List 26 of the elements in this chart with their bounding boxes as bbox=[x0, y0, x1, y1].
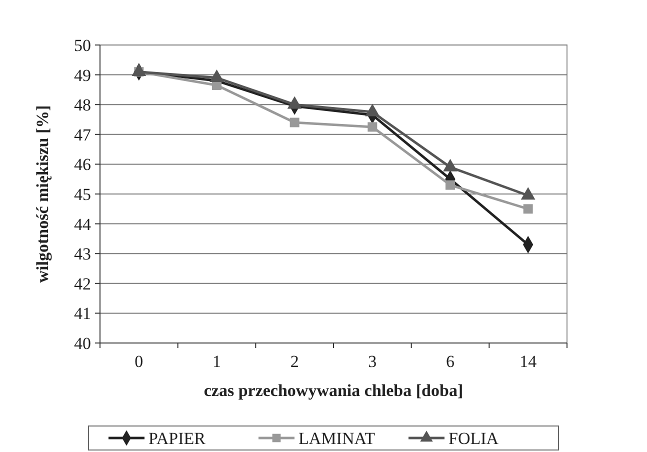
y-tick-label: 41 bbox=[74, 304, 91, 324]
x-tick-label: 6 bbox=[446, 352, 454, 371]
legend-label: PAPIER bbox=[148, 428, 206, 448]
point bbox=[368, 122, 378, 132]
legend-label: FOLIA bbox=[448, 428, 500, 448]
x-tick-label: 1 bbox=[212, 352, 221, 371]
y-tick-label: 47 bbox=[74, 125, 92, 144]
point bbox=[523, 204, 533, 214]
y-tick-label: 45 bbox=[74, 184, 91, 204]
y-tick-label: 48 bbox=[74, 96, 91, 115]
y-tick-label: 40 bbox=[74, 334, 91, 353]
y-axis-title: wilgotność miękiszu [%] bbox=[33, 105, 52, 283]
y-tick-label: 42 bbox=[74, 274, 91, 294]
point bbox=[446, 180, 455, 190]
y-tick-label: 46 bbox=[74, 155, 91, 174]
x-tick-label: 2 bbox=[290, 352, 299, 371]
x-tick-label: 14 bbox=[520, 352, 538, 371]
y-tick-label: 50 bbox=[74, 36, 91, 55]
point bbox=[290, 118, 300, 128]
legend-label: LAMINAT bbox=[298, 428, 376, 448]
y-tick-label: 44 bbox=[74, 214, 92, 234]
x-tick-label: 0 bbox=[134, 352, 144, 371]
y-tick-label: 43 bbox=[74, 244, 91, 264]
y-tick-label: 49 bbox=[74, 66, 91, 85]
x-tick-label: 3 bbox=[368, 352, 377, 371]
x-axis-title: czas przechowywania chleba [doba] bbox=[204, 381, 464, 400]
